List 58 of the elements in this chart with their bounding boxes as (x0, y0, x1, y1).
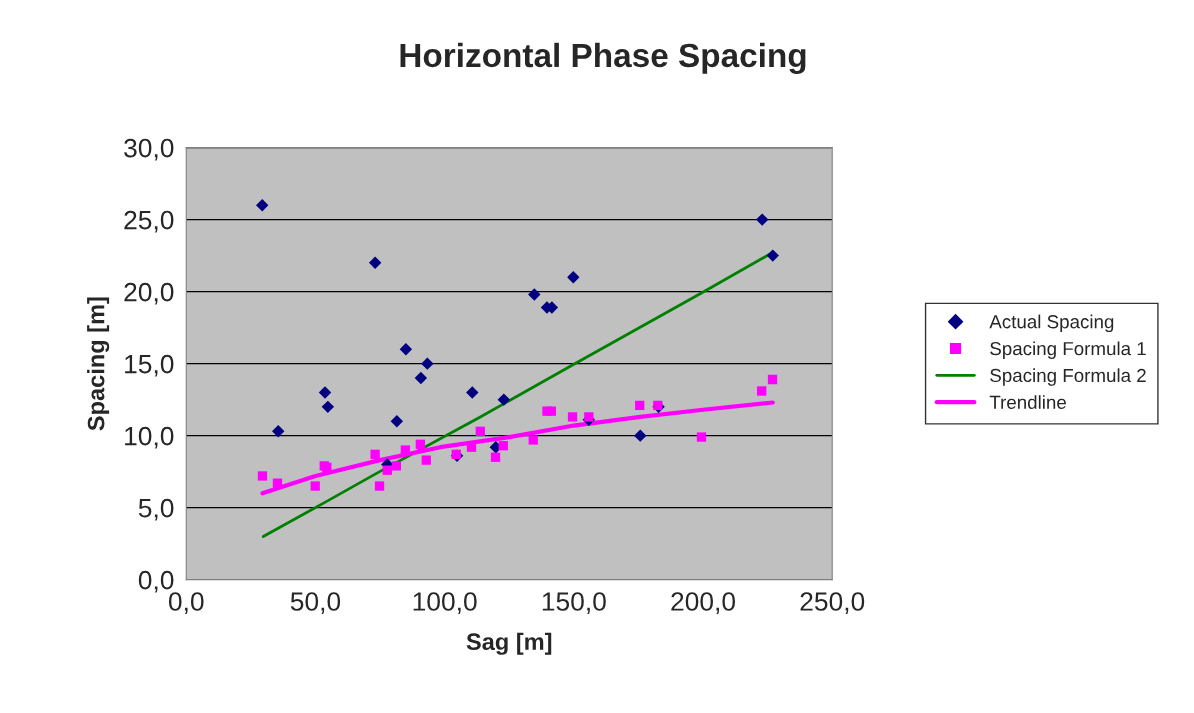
point (370, 449, 380, 460)
legend-label: Spacing Formula 1 (990, 341, 1146, 359)
point (766, 249, 779, 262)
y-tick-label: 25,0 (124, 210, 174, 233)
point (414, 371, 428, 385)
line-series (260, 400, 775, 496)
x-tick-label: 200,0 (671, 592, 736, 614)
point (374, 481, 385, 491)
y-axis-title: Spacing [m] (87, 297, 110, 431)
legend-label: Trendline (989, 395, 1066, 409)
point (498, 441, 508, 451)
point (497, 393, 511, 406)
point (421, 455, 431, 465)
y-tick-label: 10,0 (125, 426, 174, 449)
point (272, 478, 283, 488)
point (382, 465, 392, 475)
point (546, 406, 557, 416)
point (466, 386, 479, 399)
point (368, 256, 382, 270)
legend-label: Spacing Formula 2 (990, 368, 1146, 386)
point (256, 198, 269, 212)
point (490, 452, 501, 462)
x-tick-label: 250,0 (800, 592, 865, 614)
point (757, 386, 767, 396)
point (272, 425, 285, 438)
point (415, 439, 426, 449)
point (567, 412, 578, 422)
point (567, 271, 580, 284)
point (528, 288, 541, 301)
point (528, 435, 538, 445)
point (421, 357, 434, 370)
legend-label: Actual Spacing (989, 314, 1114, 333)
point (390, 415, 404, 428)
y-tick-label: 5,0 (138, 498, 174, 521)
x-tick-label: 150,0 (542, 592, 606, 614)
y-tick-label: 20,0 (124, 282, 174, 305)
x-tick-label: 0,0 (168, 592, 204, 614)
point (321, 400, 335, 414)
chart-title: Horizontal Phase Spacing (400, 42, 806, 74)
point (696, 432, 707, 442)
y-tick-label: 0,0 (138, 570, 174, 593)
point (318, 386, 332, 399)
point (310, 481, 320, 491)
x-axis-title: Sag [m] (466, 632, 552, 655)
point (767, 374, 778, 385)
point (257, 471, 268, 481)
point (634, 429, 647, 442)
point (584, 412, 594, 422)
point (755, 213, 769, 226)
point (635, 400, 645, 411)
point (475, 426, 485, 436)
point (391, 461, 401, 471)
x-tick-label: 100,0 (413, 592, 477, 614)
y-tick-label: 30,0 (124, 138, 174, 161)
point (399, 343, 413, 356)
point (400, 445, 411, 455)
y-tick-label: 15,0 (125, 354, 174, 377)
x-tick-label: 50,0 (290, 592, 341, 614)
